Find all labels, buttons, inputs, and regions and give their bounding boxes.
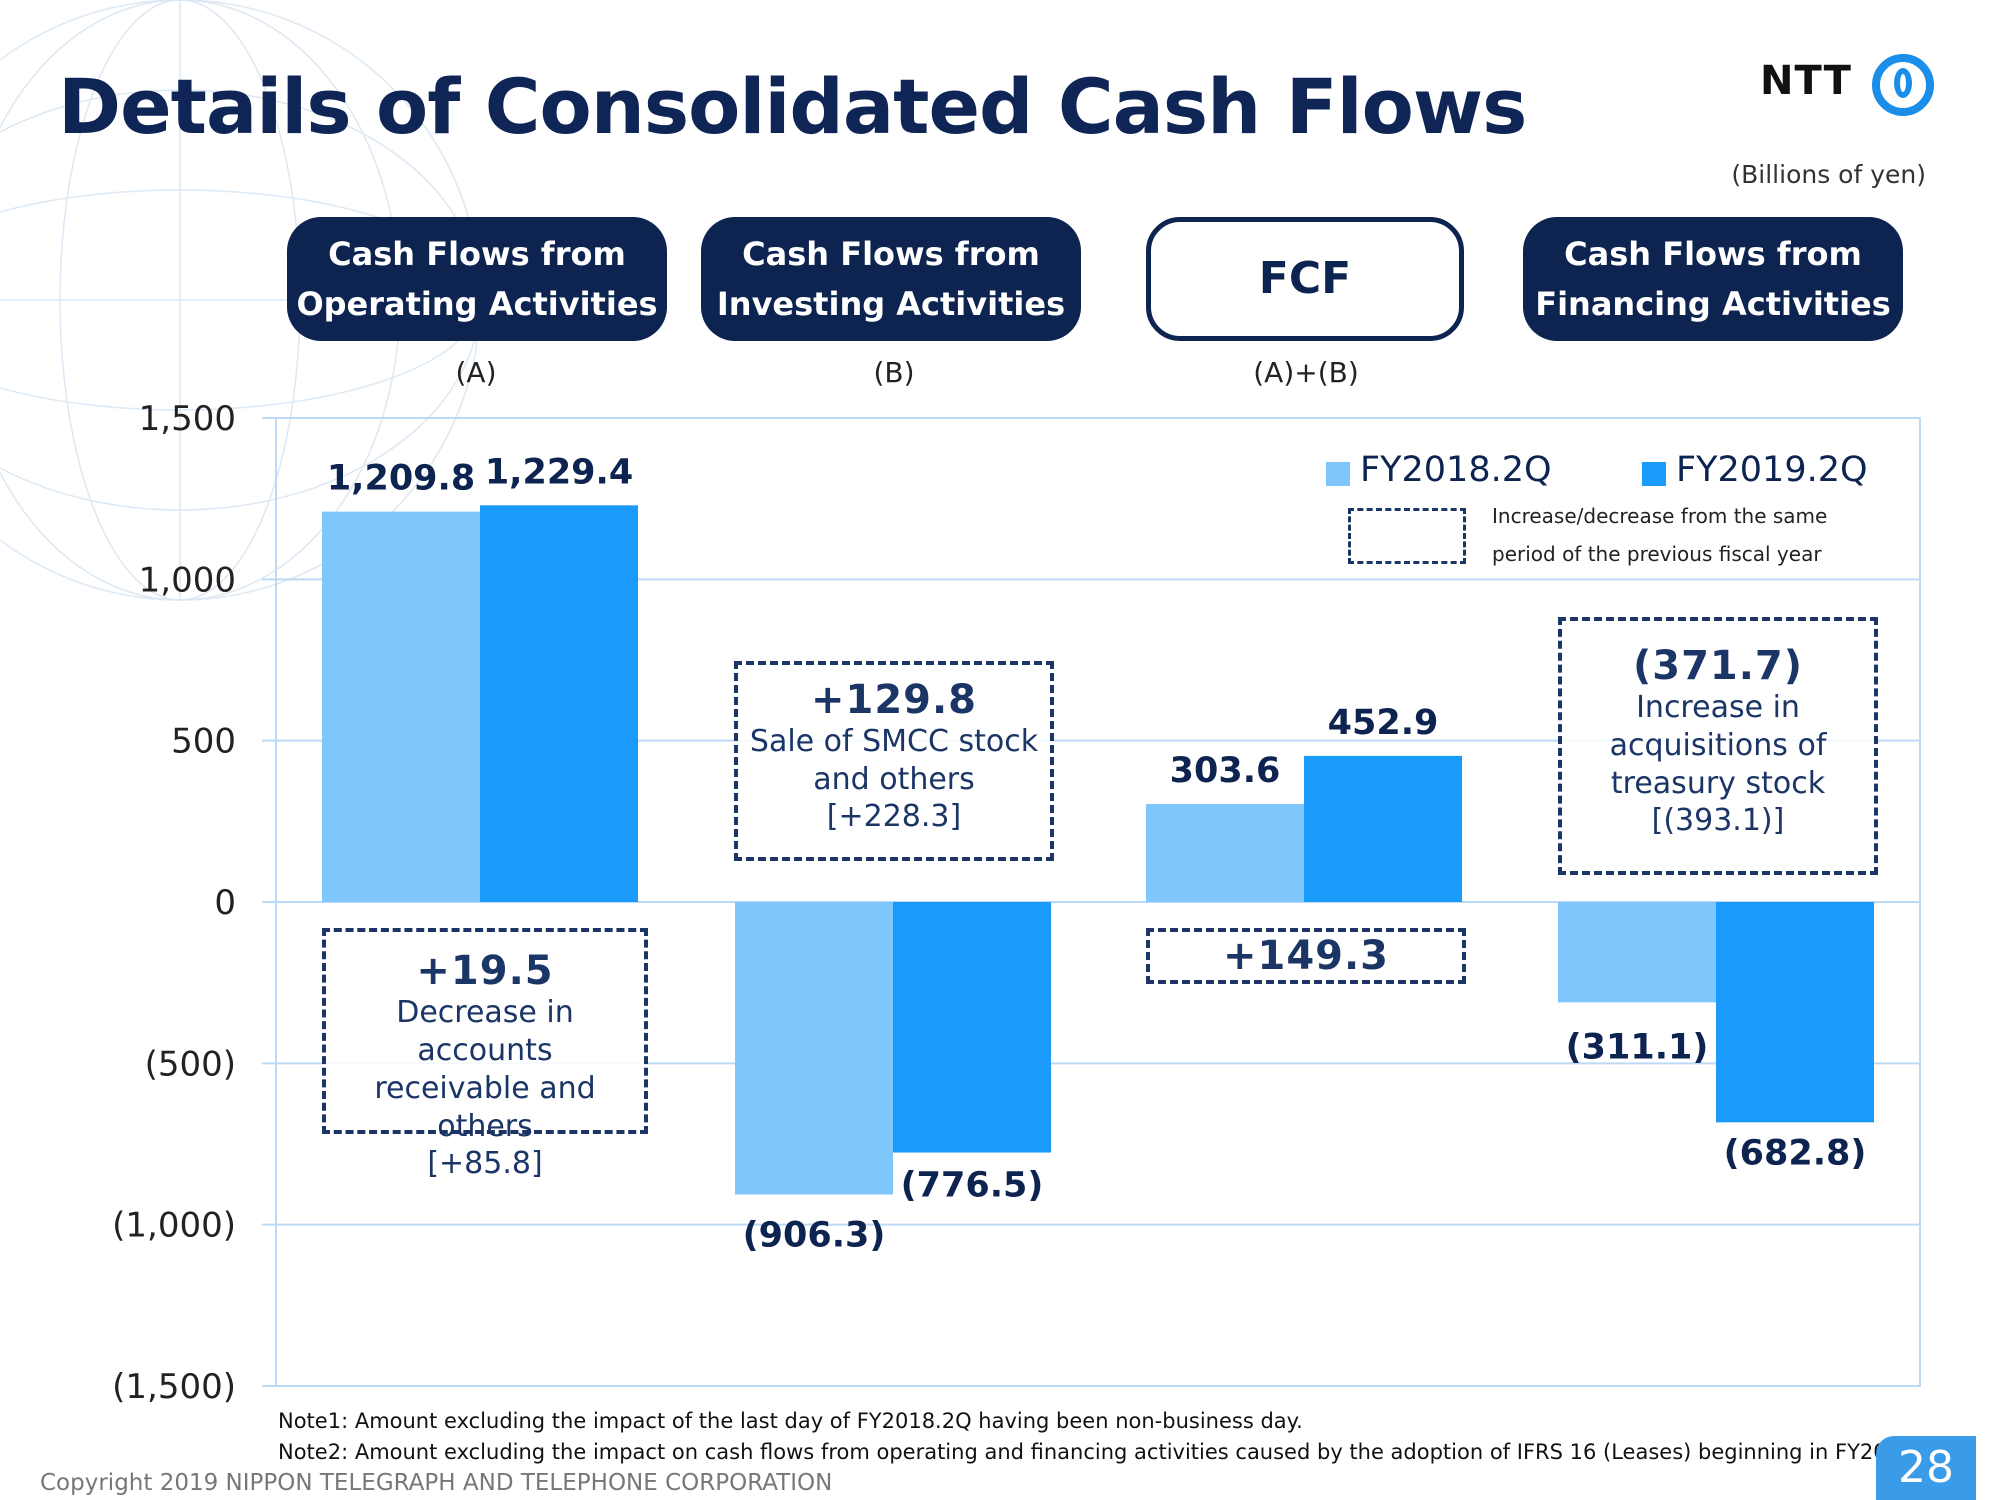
legend-dashed-box — [1348, 508, 1466, 564]
ntt-logo-icon — [1872, 54, 1934, 116]
annotation-investing: +129.8 Sale of SMCC stock and others [+2… — [734, 661, 1054, 861]
bar-value-label: (311.1) — [1566, 1027, 1709, 1067]
bar-fy2018 — [322, 511, 480, 902]
y-tick-label: 1,500 — [139, 399, 236, 439]
legend-dashed-label-2: period of the previous fiscal year — [1492, 542, 1822, 566]
bar-fy2019 — [893, 902, 1051, 1153]
y-tick-label: 0 — [214, 883, 236, 923]
legend-label-fy2018: FY2018.2Q — [1360, 450, 1552, 490]
ntt-logo: NTT — [1760, 50, 1950, 120]
annotation-financing-bracket: [(393.1)] — [1651, 803, 1785, 838]
category-sublabel-fcf: (A)+(B) — [1253, 356, 1359, 389]
unit-label: (Billions of yen) — [1731, 160, 1926, 189]
category-header-operating: Cash Flows from Operating Activities — [287, 217, 667, 341]
bar-value-label: 303.6 — [1170, 751, 1281, 791]
legend-swatch-fy2019 — [1642, 462, 1666, 486]
y-tick-label: (1,000) — [112, 1206, 236, 1246]
y-tick-label: (500) — [145, 1044, 236, 1084]
bar-value-label: (906.3) — [743, 1215, 886, 1255]
bar-fy2019 — [480, 505, 638, 902]
category-header-investing: Cash Flows from Investing Activities — [701, 217, 1081, 341]
annotation-operating: +19.5 Decrease in accounts receivable an… — [322, 928, 648, 1181]
legend-swatch-fy2018 — [1326, 462, 1350, 486]
bar-fy2019 — [1304, 755, 1462, 902]
bar-value-label: 1,209.8 — [327, 459, 475, 499]
annotation-investing-bracket: [+228.3] — [826, 799, 962, 834]
bar-fy2018 — [735, 902, 893, 1195]
bar-fy2019 — [1716, 902, 1874, 1123]
page-number: 28 — [1876, 1436, 1976, 1500]
bar-value-label: (776.5) — [901, 1166, 1044, 1206]
footnotes: Note1: Amount excluding the impact of th… — [278, 1406, 1920, 1468]
annotation-financing-change: (371.7) — [1632, 643, 1804, 689]
annotation-investing-desc: Sale of SMCC stock and others — [749, 724, 1039, 797]
footnote-1: Note1: Amount excluding the impact of th… — [278, 1409, 1303, 1433]
bar-fy2018 — [1558, 902, 1716, 1003]
legend-dashed-label-1: Increase/decrease from the same — [1492, 504, 1828, 528]
bar-value-label: (682.8) — [1724, 1133, 1867, 1173]
copyright-text: Copyright 2019 NIPPON TELEGRAPH AND TELE… — [40, 1470, 833, 1496]
y-tick-label: 500 — [171, 722, 236, 762]
bar-fy2018 — [1146, 804, 1304, 902]
footnote-2: Note2: Amount excluding the impact on ca… — [278, 1440, 1921, 1464]
category-sublabel-operating: (A) — [455, 356, 497, 389]
bar-value-label: 1,229.4 — [485, 452, 633, 492]
annotation-financing-desc: Increase in acquisitions of treasury sto… — [1609, 690, 1827, 801]
category-sublabel-investing: (B) — [873, 356, 915, 389]
annotation-operating-bracket: [+85.8] — [427, 1146, 543, 1181]
legend-label-fy2019: FY2019.2Q — [1676, 450, 1868, 490]
annotation-operating-change: +19.5 — [416, 948, 554, 994]
category-header-fcf: FCF — [1146, 217, 1464, 341]
category-header-financing: Cash Flows from Financing Activities — [1523, 217, 1903, 341]
annotation-financing: (371.7) Increase in acquisitions of trea… — [1558, 617, 1878, 875]
page-title: Details of Consolidated Cash Flows — [58, 62, 1527, 151]
annotation-investing-change: +129.8 — [810, 677, 978, 723]
y-tick-label: (1,500) — [112, 1367, 236, 1407]
annotation-fcf-change: +149.3 — [1222, 933, 1390, 979]
annotation-fcf: +149.3 — [1146, 928, 1466, 984]
y-tick-label: 1,000 — [139, 560, 236, 600]
logo-text: NTT — [1760, 58, 1852, 104]
bar-value-label: 452.9 — [1328, 703, 1439, 743]
annotation-operating-desc: Decrease in accounts receivable and othe… — [374, 995, 596, 1144]
